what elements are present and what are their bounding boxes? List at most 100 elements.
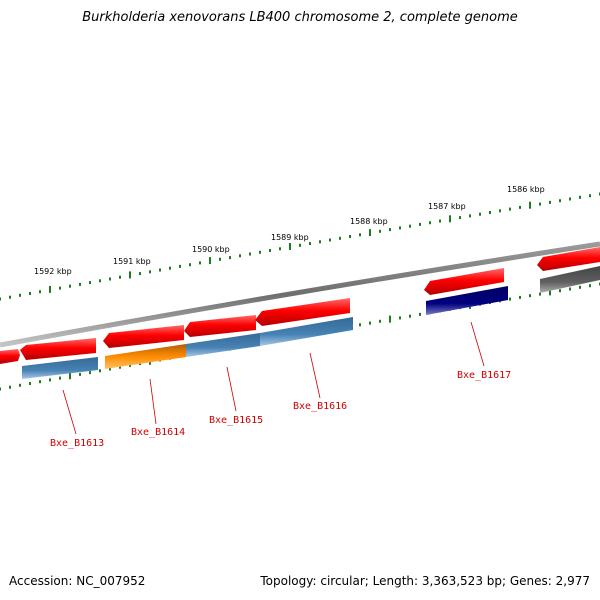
minor-tick [229, 256, 231, 260]
label-leader-line [149, 378, 157, 425]
cds-bar-bxe-b1617[interactable] [426, 286, 508, 315]
cds-bar-bxe-b1614[interactable] [105, 344, 186, 369]
minor-tick [419, 222, 421, 226]
cds-bar-bxe-b1613[interactable] [22, 357, 98, 379]
minor-tick [119, 275, 121, 279]
gene-label-bxe-b1614[interactable]: Bxe_B1614 [131, 427, 185, 438]
gene-arrow[interactable] [184, 315, 256, 337]
minor-tick [359, 323, 361, 327]
minor-tick [459, 216, 461, 220]
gene-label-bxe-b1613[interactable]: Bxe_B1613 [50, 438, 104, 449]
minor-tick [199, 261, 201, 265]
label-leader-line [470, 321, 485, 367]
minor-tick [509, 297, 511, 301]
accession-text: Accession: NC_007952 [9, 574, 146, 588]
minor-tick [399, 226, 401, 230]
cds-bar-bxe-b1616[interactable] [260, 317, 353, 346]
minor-tick [69, 284, 71, 288]
minor-tick [309, 242, 311, 245]
gene-arrow[interactable] [103, 325, 184, 348]
minor-tick [99, 279, 101, 283]
minor-tick [359, 233, 361, 237]
minor-tick [559, 289, 561, 293]
cds-bar-bxe-b1615[interactable] [186, 333, 260, 357]
gene-label-bxe-b1615[interactable]: Bxe_B1615 [209, 415, 263, 426]
minor-tick [49, 378, 51, 382]
minor-tick [139, 272, 141, 276]
gene-arrow[interactable] [255, 298, 350, 326]
minor-tick [79, 282, 81, 286]
minor-tick [279, 247, 281, 251]
gene-labels: Bxe_B1613 Bxe_B1614 Bxe_B1615 Bxe_B1616 … [50, 321, 511, 449]
minor-tick [39, 290, 41, 294]
minor-tick [0, 387, 1, 391]
major-tick [129, 271, 131, 279]
minor-tick [179, 264, 181, 268]
gene-arrow[interactable] [537, 247, 600, 271]
chromosome-backbone [0, 241, 600, 348]
label-leader-line [309, 352, 321, 399]
minor-tick [469, 214, 471, 218]
minor-tick [239, 254, 241, 258]
minor-tick [519, 295, 521, 299]
gene-arrow[interactable] [0, 349, 20, 364]
major-tick [69, 372, 71, 380]
minor-tick [399, 316, 401, 320]
minor-tick [249, 252, 251, 256]
genome-summary: Topology: circular; Length: 3,363,523 bp… [260, 574, 590, 588]
label-leader-line [62, 389, 77, 435]
minor-tick [539, 292, 541, 296]
minor-tick [409, 314, 411, 318]
minor-tick [0, 297, 1, 301]
minor-tick [439, 219, 441, 223]
major-tick [449, 215, 451, 223]
kbp-scale-labels: 1586 kbp 1587 kbp 1588 kbp 1589 kbp 1590 kbp… [34, 185, 545, 276]
minor-tick [569, 287, 571, 291]
minor-tick [539, 202, 541, 206]
minor-tick [19, 383, 21, 387]
major-tick [49, 285, 51, 293]
outer-scale-ticks [0, 192, 600, 301]
minor-tick [59, 286, 61, 290]
minor-tick [259, 250, 261, 254]
minor-tick [559, 199, 561, 203]
kbp-label: 1591 kbp [113, 257, 151, 266]
minor-tick [269, 249, 271, 252]
minor-tick [99, 369, 101, 373]
minor-tick [9, 385, 11, 389]
minor-tick [119, 365, 121, 369]
gene-arrow[interactable] [20, 338, 96, 360]
minor-tick [129, 363, 131, 367]
gene-arrow[interactable] [424, 268, 504, 295]
gene-label-bxe-b1617[interactable]: Bxe_B1617 [457, 370, 511, 381]
minor-tick [339, 236, 341, 240]
cds-bar-gray[interactable] [540, 266, 600, 293]
kbp-label: 1588 kbp [350, 217, 388, 226]
gene-label-bxe-b1616[interactable]: Bxe_B1616 [293, 401, 347, 412]
major-tick [369, 229, 371, 237]
minor-tick [429, 221, 431, 225]
major-tick [389, 315, 391, 323]
minor-tick [519, 205, 521, 209]
minor-tick [19, 293, 21, 297]
label-leader-line [226, 366, 237, 412]
minor-tick [549, 200, 551, 204]
kbp-label: 1590 kbp [192, 245, 230, 254]
minor-tick [29, 382, 31, 385]
minor-tick [319, 240, 321, 244]
minor-tick [369, 321, 371, 325]
minor-tick [189, 263, 191, 267]
minor-tick [409, 224, 411, 228]
gene-features [0, 247, 600, 379]
minor-tick [29, 292, 31, 295]
minor-tick [89, 371, 91, 375]
map-title: Burkholderia xenovorans LB400 chromosome… [82, 10, 518, 25]
kbp-label: 1589 kbp [271, 233, 309, 242]
kbp-label: 1592 kbp [34, 267, 72, 276]
minor-tick [589, 194, 591, 198]
minor-tick [59, 376, 61, 380]
minor-tick [159, 268, 161, 272]
minor-tick [89, 281, 91, 285]
minor-tick [169, 266, 171, 270]
